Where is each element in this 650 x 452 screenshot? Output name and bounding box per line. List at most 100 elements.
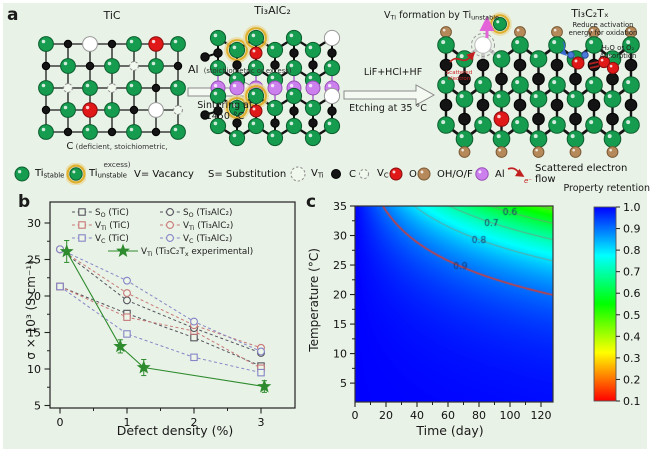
- legend-a-item-label: Al: [495, 168, 505, 180]
- panel-b-series: [56, 282, 265, 373]
- reduce-activation-line1: Reduce activation: [572, 21, 634, 29]
- panel-c-heatmap: [355, 206, 553, 402]
- al-atom-icon: [475, 167, 489, 181]
- ohof-atom: [606, 146, 619, 158]
- panel-b-legend-label: VTi​ (Ti₃C₂Tx​ experimental): [141, 247, 253, 258]
- ti-atom: [622, 116, 640, 134]
- ti-unstable-atom: [228, 41, 246, 59]
- panel-c-xtick: 80: [472, 409, 486, 422]
- ti-vacancy-atom: [323, 87, 341, 105]
- panel-c-ytick: 25: [333, 259, 347, 272]
- panel-c-xtick: 60: [441, 409, 455, 422]
- ti-atom: [285, 29, 303, 47]
- ti-atom: [548, 36, 566, 54]
- legend-a-item-label: VC: [377, 168, 389, 180]
- legend-a-item: VTi: [288, 163, 324, 185]
- panel-b-xlabel: Defect density (%): [116, 423, 234, 438]
- v-c-icon: [359, 169, 369, 179]
- c-atom: [308, 60, 318, 70]
- c-atom: [200, 52, 210, 62]
- legend-a-item: e⁻ Scattered electron flow: [506, 163, 650, 185]
- legend-a-item: Tiunstable: [66, 163, 127, 185]
- ti-atom: [60, 58, 76, 74]
- panel-b-label: b: [18, 192, 31, 212]
- panel-c-xlabel: Time (day): [416, 423, 484, 438]
- legend-a-item: V= Vacancy: [134, 163, 194, 185]
- panel-b-ytick: 5: [34, 400, 41, 413]
- panel-b-ytick: 10: [27, 363, 41, 376]
- ohof-atom: [532, 146, 545, 158]
- ohof-atom: [458, 146, 471, 158]
- ti-atom: [82, 80, 98, 96]
- scattered-electron-arrow-icon: [449, 51, 476, 63]
- c-atom: [513, 58, 527, 72]
- ti-atom: [455, 90, 474, 108]
- panel-b-legend-label: SO​ (Ti₃AlC₂): [183, 208, 232, 219]
- ti-atom: [304, 99, 322, 117]
- colorbar-tick: 0.2: [623, 373, 641, 386]
- atom: [417, 167, 431, 181]
- ohof-atom: [440, 26, 452, 38]
- atom: [69, 167, 83, 181]
- panel-b-xtick: 1: [124, 416, 131, 429]
- adsorption-line1: H₂O or O₂: [601, 44, 635, 52]
- ti-vacancy-atom: [323, 29, 341, 47]
- adsorption-line2: Adsorption: [599, 51, 637, 60]
- c-atom: [200, 110, 210, 120]
- arrow1-reagent-main: Al: [188, 63, 199, 76]
- ti-atom: [566, 130, 585, 148]
- ti-atom: [38, 80, 54, 96]
- svg-text:e⁻: e⁻: [524, 177, 532, 185]
- ti-atom: [126, 80, 142, 96]
- ti-atom: [266, 41, 284, 59]
- scattered-electron-line2: electron: [447, 76, 471, 83]
- c-atom: [532, 72, 545, 86]
- ti-atom: [511, 36, 529, 54]
- c-atom: [439, 98, 453, 112]
- panel-c-ylabel: Temperature (°C): [307, 248, 322, 352]
- arrow1-condition-line1: Sintering at: [197, 100, 253, 111]
- atom: [290, 166, 306, 182]
- c-vacancy-atom: [63, 83, 73, 93]
- ti-atom: [492, 130, 511, 148]
- arrow1-reagent-note: (stoichiometric or excess): [203, 67, 292, 75]
- o-substitution-atom: [249, 46, 263, 60]
- ti-atom: [511, 116, 529, 134]
- panel-c-label: c: [306, 192, 317, 212]
- ti-atom: [529, 50, 548, 68]
- o-substitution-atom: [493, 111, 510, 127]
- panel-c-plot-box: [354, 205, 554, 403]
- ti-atom: [566, 90, 585, 108]
- c-atom: [495, 72, 508, 86]
- panel-c-axes: 5 10 15 20 25 30 35 0 20 40 60 80 100 120 1.0 0.9 0.8 0.7…: [333, 200, 641, 422]
- tic-c-note-prefix: C: [66, 141, 74, 152]
- arrow1-condition-line2: 1450 °C: [205, 110, 245, 122]
- ohof-atom-icon: [417, 167, 431, 181]
- panel-b-xtick: 0: [57, 416, 64, 429]
- c-atom: [232, 60, 242, 70]
- c-atom: [569, 72, 582, 86]
- c-atom: [173, 61, 183, 71]
- legend-a-item-label: C: [349, 168, 356, 180]
- panel-b-xtick: 2: [191, 416, 198, 429]
- o-atom-icon: [389, 167, 403, 181]
- legend-a-item: C: [326, 163, 356, 185]
- panel-c-ytick: 10: [333, 348, 347, 361]
- c-atom: [606, 72, 619, 86]
- ti-atom: [474, 116, 492, 134]
- electron-arrow-icon: [560, 41, 567, 56]
- ti-atom: [148, 58, 164, 74]
- c-atom: [327, 48, 337, 58]
- ti-unstable-icon: [66, 163, 86, 185]
- v-ti-icon: [290, 166, 306, 182]
- c-atom: [151, 127, 161, 137]
- legend-a-item: VC: [354, 163, 389, 185]
- c-atom: [308, 118, 318, 128]
- ti-atom: [603, 90, 622, 108]
- colorbar-tick: 1.0: [623, 201, 641, 214]
- c-vacancy-atom: [107, 83, 117, 93]
- ohof-atom: [514, 26, 526, 38]
- reduce-activation-line2: energy for oxidation: [568, 28, 638, 37]
- arrow1-condition: Sintering at 1450 °C: [190, 100, 260, 123]
- ti-atom: [104, 58, 120, 74]
